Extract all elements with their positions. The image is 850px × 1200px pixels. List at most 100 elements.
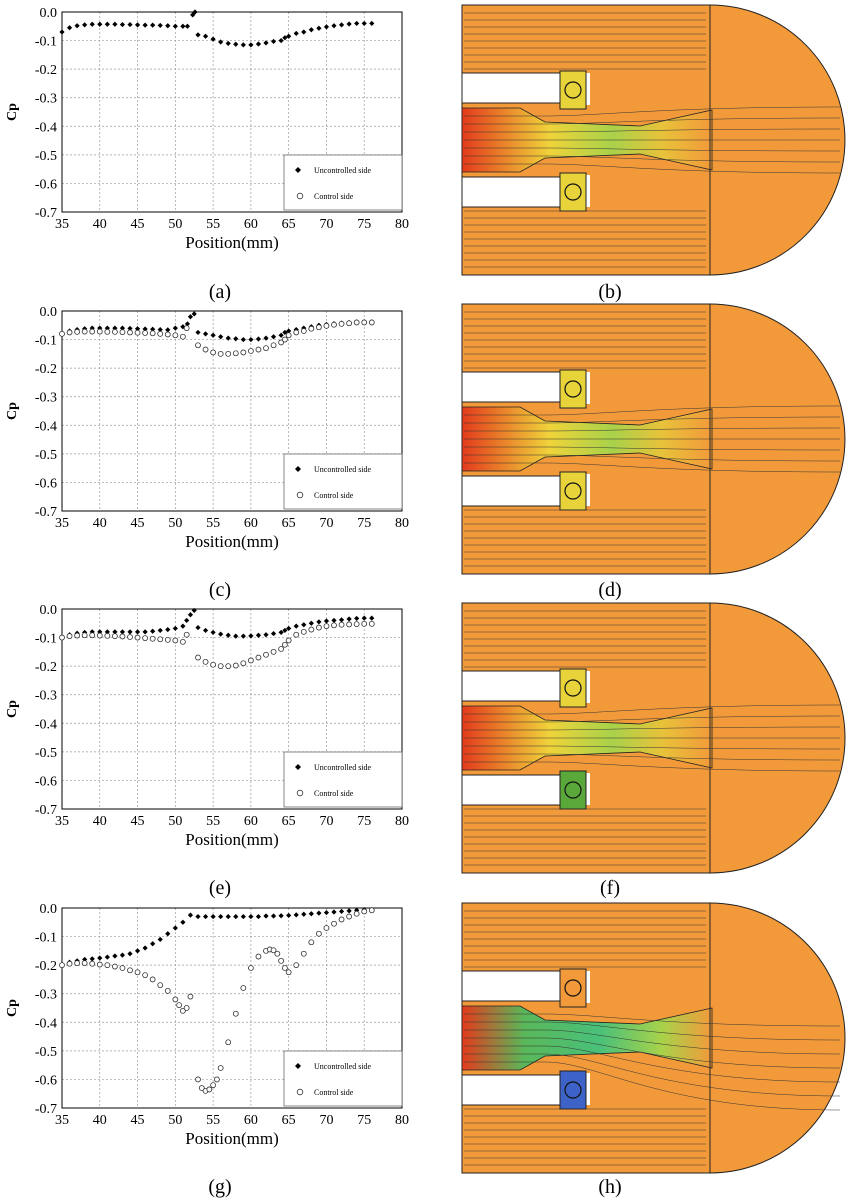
data-point-uncontrolled [308, 620, 314, 626]
data-point-control [89, 328, 96, 335]
data-point-uncontrolled [331, 617, 337, 624]
data-point-control [331, 920, 337, 927]
data-point-uncontrolled [165, 626, 171, 633]
x-tick-label: 35 [55, 516, 69, 531]
data-point-uncontrolled [191, 607, 197, 614]
data-point-control [338, 320, 345, 327]
data-point-uncontrolled [282, 329, 288, 336]
data-point-control [59, 330, 65, 337]
data-point-control [247, 657, 254, 664]
data-point-uncontrolled [218, 39, 224, 45]
data-point-uncontrolled [286, 33, 292, 39]
wall-lower [461, 774, 561, 806]
streamline-jet [464, 715, 841, 723]
data-point-control [346, 320, 353, 327]
y-tick-label: -0.1 [35, 334, 57, 349]
data-point-uncontrolled [202, 627, 209, 634]
data-point-control [66, 633, 73, 640]
data-point-control [164, 331, 171, 338]
streamline-jet [464, 454, 841, 462]
data-point-uncontrolled [210, 913, 216, 920]
data-point-uncontrolled [104, 629, 110, 635]
x-tick-label: 70 [319, 814, 333, 829]
streamline-jet [464, 427, 841, 432]
data-point-uncontrolled [180, 23, 186, 29]
data-point-uncontrolled [184, 321, 191, 327]
panel-label-c: (c) [209, 579, 231, 601]
y-tick-label: 0.0 [40, 305, 58, 320]
wall-lower [461, 475, 561, 507]
cavity-upper [559, 369, 587, 409]
x-tick-label: 50 [168, 1113, 182, 1128]
data-point-uncontrolled [172, 625, 178, 632]
data-point-control [225, 663, 232, 670]
data-point-uncontrolled [354, 20, 360, 27]
data-point-uncontrolled [255, 336, 262, 342]
data-point-control [274, 950, 281, 957]
data-point-uncontrolled [263, 632, 269, 638]
data-point-uncontrolled [255, 632, 262, 638]
data-point-uncontrolled [187, 612, 194, 618]
data-point-uncontrolled [119, 629, 126, 635]
data-point-uncontrolled [165, 327, 171, 333]
x-axis-label: Position(mm) [185, 1129, 279, 1148]
wall-lower [461, 1074, 561, 1106]
y-axis-label: Cp [5, 402, 20, 420]
streamline-jet [464, 753, 841, 761]
data-point-uncontrolled [323, 618, 330, 624]
data-point-uncontrolled [202, 331, 209, 337]
data-point-uncontrolled [225, 632, 231, 638]
data-point-control [142, 635, 149, 642]
panel-label-d: (d) [598, 579, 621, 601]
data-point-uncontrolled [89, 629, 95, 635]
cavity-upper [559, 968, 587, 1008]
data-point-control [315, 930, 322, 937]
streamline-jet [464, 128, 841, 133]
data-point-control [179, 333, 186, 340]
data-point-uncontrolled [293, 623, 299, 629]
streamline-jet [464, 1045, 841, 1083]
x-tick-label: 55 [206, 217, 220, 232]
plot-frame [61, 11, 403, 213]
data-point-control [270, 648, 277, 655]
data-point-uncontrolled [119, 325, 126, 331]
legend-label-uncontrolled: Uncontrolled side [314, 763, 372, 772]
data-point-uncontrolled [195, 913, 201, 920]
data-point-uncontrolled [369, 20, 375, 27]
legend-label-control: Control side [314, 491, 354, 500]
plot-frame [61, 907, 403, 1109]
x-tick-label: 40 [93, 516, 107, 531]
x-tick-label: 65 [282, 516, 296, 531]
data-point-uncontrolled [338, 908, 345, 915]
data-point-control [142, 972, 149, 979]
data-point-control [81, 960, 88, 967]
x-tick-label: 65 [282, 1113, 296, 1128]
x-tick-label: 45 [131, 217, 145, 232]
y-tick-label: -0.7 [35, 1102, 57, 1117]
data-point-uncontrolled [142, 945, 148, 951]
data-point-uncontrolled [293, 30, 299, 37]
data-point-uncontrolled [346, 21, 352, 27]
data-point-uncontrolled [180, 623, 186, 629]
y-tick-label: -0.3 [35, 988, 57, 1003]
panel-label-h: (h) [598, 1176, 621, 1198]
data-point-uncontrolled [270, 38, 277, 45]
y-tick-label: -0.5 [35, 746, 57, 761]
y-tick-label: -0.1 [35, 632, 57, 647]
data-point-uncontrolled [104, 21, 110, 27]
data-point-control [217, 350, 224, 357]
data-point-uncontrolled [301, 911, 307, 917]
x-axis-label: Position(mm) [185, 532, 279, 551]
x-tick-label: 75 [357, 516, 371, 531]
legend-box [283, 154, 403, 211]
data-point-uncontrolled [74, 23, 80, 29]
data-point-uncontrolled [282, 35, 288, 41]
data-point-control [217, 663, 224, 670]
data-point-control [74, 960, 81, 967]
legend-marker-uncontrolled [295, 1063, 301, 1069]
legend-box [283, 453, 403, 510]
data-point-control [195, 1076, 201, 1083]
data-point-uncontrolled [142, 326, 148, 332]
data-point-control [247, 348, 254, 354]
legend-label-control: Control side [314, 789, 354, 798]
